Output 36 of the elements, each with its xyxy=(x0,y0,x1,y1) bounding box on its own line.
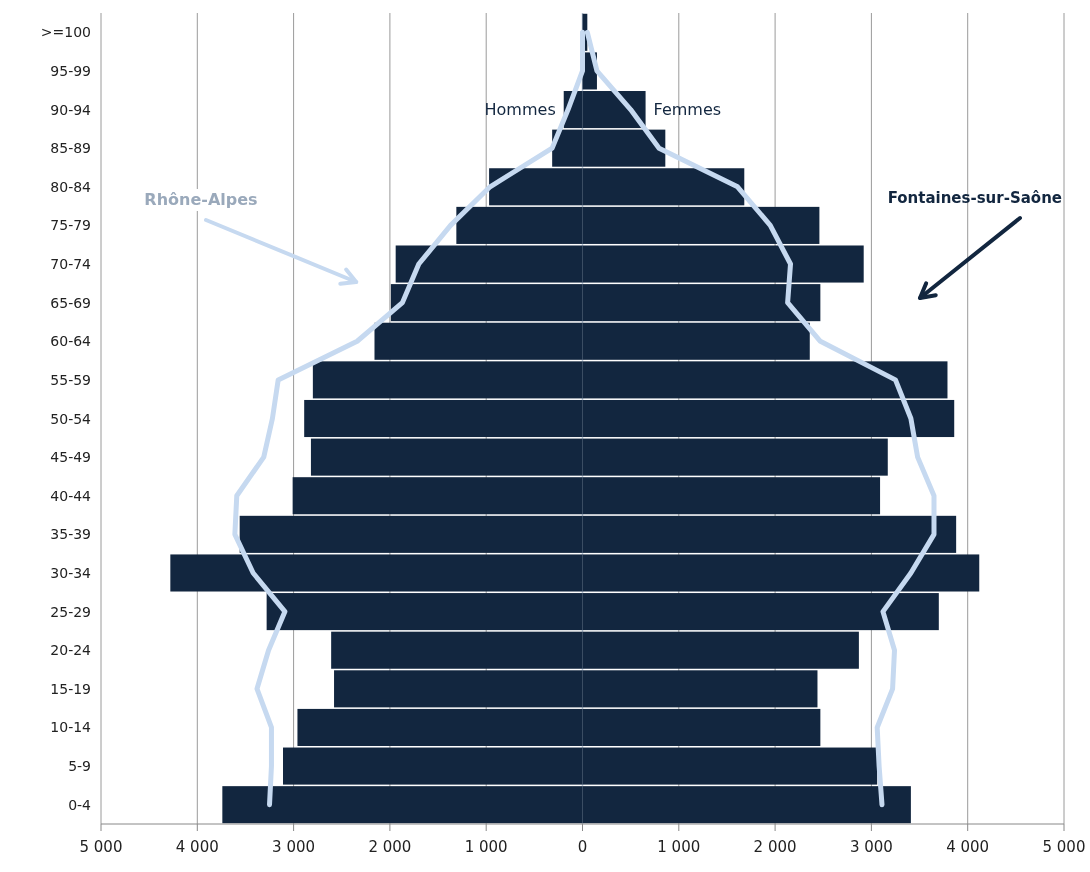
y-tick-label: 15-19 xyxy=(50,680,91,697)
y-tick-label: 10-14 xyxy=(50,719,92,736)
x-tick-label: 0 xyxy=(577,838,588,856)
y-tick-label: 95-99 xyxy=(50,62,91,79)
y-tick-label: 75-79 xyxy=(50,217,91,234)
x-tick-label: 1 000 xyxy=(464,838,508,856)
series-label: Hommes xyxy=(484,99,556,119)
y-tick-label: >=100 xyxy=(40,24,91,41)
y-tick-label: 35-39 xyxy=(50,526,91,543)
x-tick-label: 4 000 xyxy=(175,838,219,856)
text: Rhône-Alpes xyxy=(144,190,258,209)
x-tick-label: 3 000 xyxy=(849,838,893,856)
x-tick-label: 5 000 xyxy=(79,838,123,856)
series-label: Femmes xyxy=(653,99,722,119)
y-tick-label: 45-49 xyxy=(50,449,91,466)
x-tick-label: 3 000 xyxy=(272,838,316,856)
y-tick-label: 85-89 xyxy=(50,140,91,157)
y-tick-label: 40-44 xyxy=(50,487,92,504)
y-tick-label: 70-74 xyxy=(50,256,92,273)
y-tick-label: 20-24 xyxy=(50,642,92,659)
y-tick-label: 90-94 xyxy=(50,101,92,118)
y-tick-label: 5-9 xyxy=(68,758,91,775)
x-tick-label: 4 000 xyxy=(946,838,990,856)
annotation: Fontaines-sur-Saône xyxy=(887,189,1062,207)
y-tick-label: 60-64 xyxy=(50,333,92,350)
y-tick-label: 30-34 xyxy=(50,564,92,581)
y-tick-label: 50-54 xyxy=(50,410,92,427)
y-tick-label: 65-69 xyxy=(50,294,91,311)
x-tick-label: 1 000 xyxy=(657,838,701,856)
y-tick-label: 55-59 xyxy=(50,371,91,388)
x-tick-label: 2 000 xyxy=(753,838,797,856)
x-tick-label: 5 000 xyxy=(1042,838,1086,856)
y-tick-label: 25-29 xyxy=(50,603,91,620)
x-tick-label: 2 000 xyxy=(368,838,412,856)
y-tick-label: 0-4 xyxy=(68,796,92,813)
y-tick-label: 80-84 xyxy=(50,178,92,195)
